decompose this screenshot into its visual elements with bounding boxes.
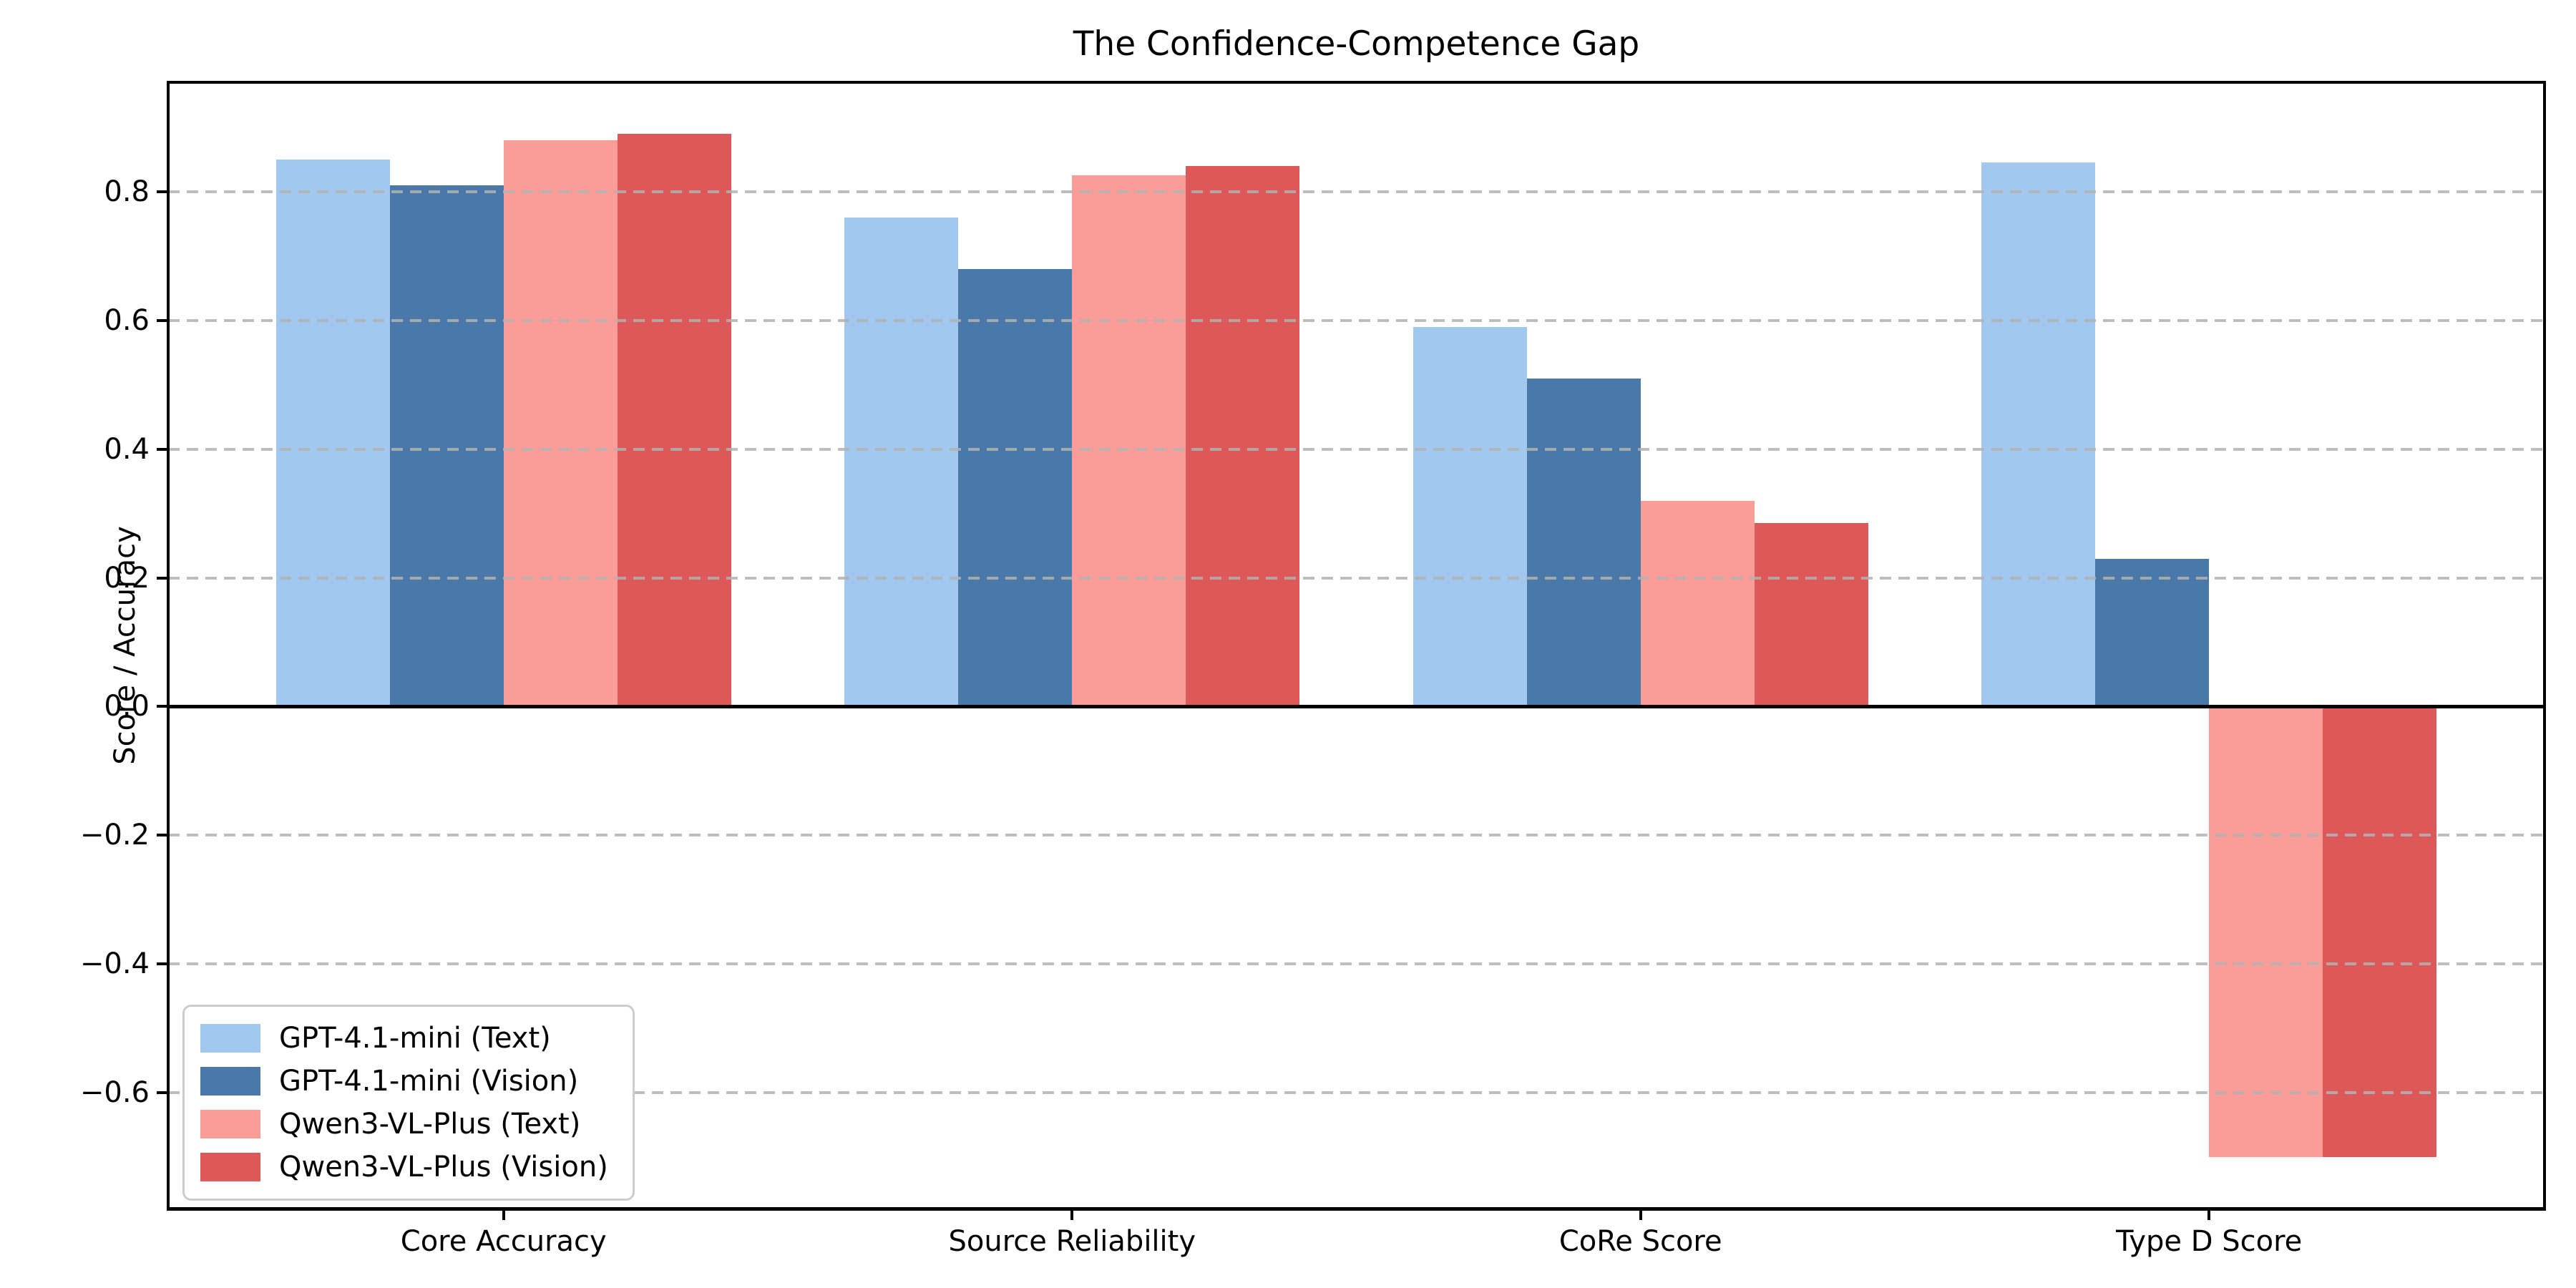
- legend-row-qwen3-vl-plus-text-: Qwen3-VL-Plus (Text): [200, 1108, 617, 1141]
- bar-qwen3-vl-plus-text--2: [1640, 500, 1755, 707]
- gridline-y-0.6: [168, 318, 2545, 322]
- xtick-label-3: Type D Score: [2116, 1225, 2303, 1258]
- ytick-label-−0.6: −0.6: [79, 1076, 150, 1110]
- bar-gpt-4-1-mini-text--0: [275, 159, 390, 707]
- xtick-label-0: Core Accuracy: [400, 1225, 607, 1258]
- legend-label: Qwen3-VL-Plus (Text): [279, 1108, 581, 1141]
- xtick-mark-3: [2207, 1209, 2211, 1220]
- ytick-mark-−0.2: [157, 834, 168, 837]
- xtick-label-1: Source Reliability: [948, 1225, 1196, 1258]
- ytick-mark-0.8: [157, 190, 168, 193]
- spine-left: [167, 81, 170, 1210]
- gridline-y-−0.4: [168, 962, 2545, 966]
- ytick-label-0.0: 0.0: [104, 690, 150, 723]
- bar-gpt-4-1-mini-vision--3: [2095, 558, 2210, 707]
- ytick-label-0.6: 0.6: [104, 303, 150, 337]
- ytick-mark-−0.4: [157, 962, 168, 966]
- bar-gpt-4-1-mini-text--1: [844, 217, 959, 707]
- ytick-label-−0.2: −0.2: [79, 819, 150, 852]
- bar-qwen3-vl-plus-text--1: [1072, 175, 1186, 707]
- ytick-label-0.8: 0.8: [104, 175, 150, 208]
- gridline-y-0.2: [168, 576, 2545, 580]
- legend-row-gpt-4-1-mini-vision-: GPT-4.1-mini (Vision): [200, 1065, 617, 1098]
- gridline-y-−0.2: [168, 834, 2545, 837]
- legend-swatch-icon: [200, 1110, 260, 1138]
- xtick-mark-2: [1639, 1209, 1642, 1220]
- legend-label: Qwen3-VL-Plus (Vision): [279, 1151, 608, 1184]
- bar-gpt-4-1-mini-vision--1: [958, 268, 1073, 707]
- xtick-mark-1: [1070, 1209, 1074, 1220]
- gridline-y-−0.6: [168, 1091, 2545, 1095]
- legend-swatch-icon: [200, 1067, 260, 1096]
- spine-bottom: [167, 1207, 2546, 1211]
- gridline-y-0.8: [168, 190, 2545, 193]
- ytick-mark-0.0: [157, 705, 168, 708]
- ytick-label-−0.4: −0.4: [79, 947, 150, 981]
- ytick-label-0.4: 0.4: [104, 432, 150, 466]
- legend-swatch-icon: [200, 1153, 260, 1181]
- legend: GPT-4.1-mini (Text) GPT-4.1-mini (Vision)…: [182, 1005, 635, 1201]
- legend-label: GPT-4.1-mini (Vision): [279, 1065, 579, 1098]
- ytick-label-0.2: 0.2: [104, 561, 150, 595]
- bar-gpt-4-1-mini-vision--2: [1526, 378, 1641, 707]
- bar-gpt-4-1-mini-vision--0: [389, 185, 504, 707]
- zero-line: [168, 704, 2545, 708]
- bar-qwen3-vl-plus-vision--3: [2323, 706, 2437, 1158]
- spine-right: [2543, 81, 2546, 1210]
- bar-qwen3-vl-plus-text--0: [503, 140, 618, 707]
- legend-label: GPT-4.1-mini (Text): [279, 1022, 551, 1055]
- xtick-label-2: CoRe Score: [1558, 1225, 1722, 1258]
- bar-gpt-4-1-mini-text--2: [1413, 326, 1527, 707]
- chart-title: The Confidence-Competence Gap: [1073, 24, 1640, 64]
- spine-top: [167, 81, 2546, 84]
- bar-qwen3-vl-plus-vision--0: [617, 133, 731, 707]
- xtick-mark-0: [502, 1209, 505, 1220]
- legend-swatch-icon: [200, 1024, 260, 1053]
- legend-row-qwen3-vl-plus-vision-: Qwen3-VL-Plus (Vision): [200, 1151, 617, 1184]
- ytick-mark-0.4: [157, 447, 168, 451]
- gridline-y-0.4: [168, 447, 2545, 451]
- ytick-mark-0.2: [157, 576, 168, 580]
- bar-gpt-4-1-mini-text--3: [1981, 162, 2096, 707]
- ytick-mark-−0.6: [157, 1091, 168, 1095]
- bar-qwen3-vl-plus-vision--1: [1186, 165, 1300, 707]
- ytick-mark-0.6: [157, 318, 168, 322]
- bar-qwen3-vl-plus-vision--2: [1754, 523, 1868, 707]
- legend-row-gpt-4-1-mini-text-: GPT-4.1-mini (Text): [200, 1022, 617, 1055]
- bar-qwen3-vl-plus-text--3: [2209, 706, 2323, 1158]
